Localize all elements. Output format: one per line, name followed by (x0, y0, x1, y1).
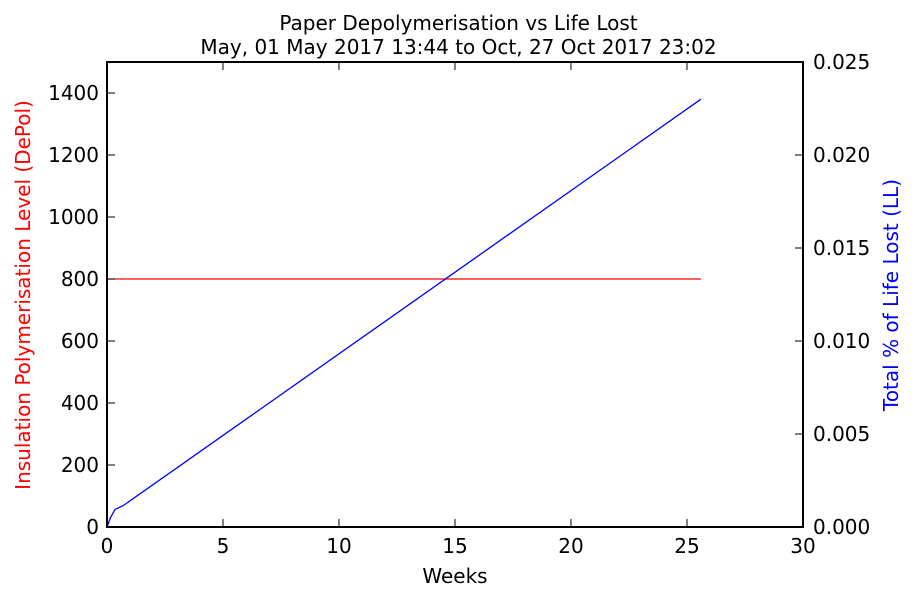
y-right-tick-label: 0.025 (813, 50, 870, 74)
y-left-tick-label: 1400 (48, 81, 99, 105)
x-tick-label: 25 (674, 534, 699, 558)
x-axis-label: Weeks (422, 564, 487, 588)
x-tick-label: 0 (101, 534, 114, 558)
y-left-tick-label: 1000 (48, 205, 99, 229)
plot-frame (106, 61, 804, 528)
x-tick-label: 10 (326, 534, 351, 558)
y-right-tick-label: 0.020 (813, 143, 870, 167)
y-left-tick-label: 600 (61, 329, 99, 353)
series-line-ll (106, 98, 702, 528)
y-right-tick-label: 0.010 (813, 329, 870, 353)
x-tick-label: 20 (558, 534, 583, 558)
axis-ticks: 0 5 10 15 20 25 30 0 200 400 600 800 1000 1200 1400 0.0… (48, 50, 870, 558)
y-axis-left-label: Insulation Polymerisation Level (DePol) (11, 100, 35, 490)
y-left-tick-label: 0 (86, 515, 99, 539)
y-right-tick-label: 0.005 (813, 422, 870, 446)
x-tick-label: 15 (442, 534, 467, 558)
chart-subtitle: May, 01 May 2017 13:44 to Oct, 27 Oct 20… (200, 35, 717, 59)
y-right-tick-label: 0.015 (813, 236, 870, 260)
y-left-tick-label: 400 (61, 391, 99, 415)
chart-title: Paper Depolymerisation vs Life Lost (279, 11, 638, 35)
y-left-tick-label: 200 (61, 453, 99, 477)
y-axis-right-label: Total % of Life Lost (LL) (879, 179, 903, 412)
y-left-tick-label: 800 (61, 267, 99, 291)
x-tick-label: 5 (217, 534, 230, 558)
y-right-tick-label: 0.000 (813, 515, 870, 539)
plot-lines (106, 98, 702, 528)
x-tick-label: 30 (790, 534, 815, 558)
y-left-tick-label: 1200 (48, 143, 99, 167)
